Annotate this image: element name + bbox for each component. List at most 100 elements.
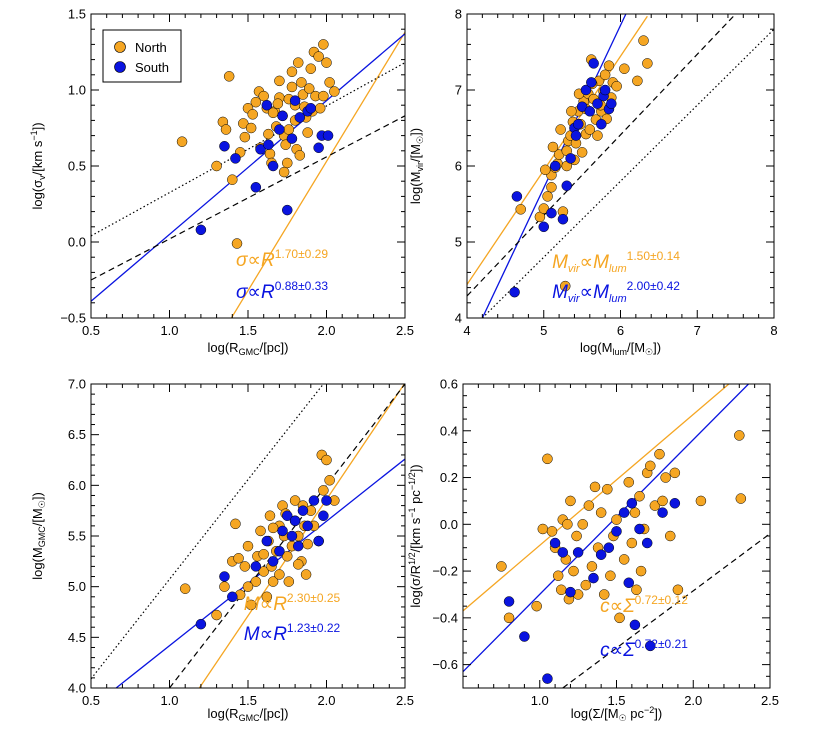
x-tick-label: 0.5 xyxy=(82,323,100,338)
south-point xyxy=(565,586,576,598)
north-point xyxy=(227,174,238,185)
north-point xyxy=(542,191,553,202)
north-point xyxy=(496,561,507,572)
x-axis-label: log(RGMC/[pc]) xyxy=(208,706,289,723)
south-point xyxy=(572,547,584,558)
annotation-exponent: 0.72±0.12 xyxy=(635,593,689,607)
annotation-variable: Σ xyxy=(622,640,635,661)
north-point xyxy=(255,525,266,537)
ylabel-sup: −1 xyxy=(407,507,417,517)
north-point xyxy=(614,612,625,624)
legend-north-marker xyxy=(114,41,126,53)
fit-annotation: Mvir∝Mlum2.00±0.42 xyxy=(552,279,680,305)
south-point xyxy=(584,106,596,117)
south-point xyxy=(511,191,523,202)
north-fit-line xyxy=(230,31,405,318)
south-point xyxy=(302,520,313,532)
annotation-exponent: 2.30±0.25 xyxy=(287,591,341,605)
annotation-variable: R xyxy=(273,624,287,645)
north-point xyxy=(324,475,335,486)
x-tick-label: 2.0 xyxy=(317,323,335,338)
north-point xyxy=(645,460,656,472)
legend-south-label: South xyxy=(135,60,169,75)
annotation-symbol: M xyxy=(552,252,568,273)
annotation-variable: R xyxy=(273,594,287,615)
south-point xyxy=(588,58,599,69)
y-tick-label: 1.0 xyxy=(68,83,86,98)
xlabel-part: log(R xyxy=(208,706,239,721)
north-point xyxy=(546,182,557,193)
north-point xyxy=(654,448,665,460)
north-point xyxy=(631,584,642,596)
annotation-symbol: c xyxy=(600,596,610,617)
south-fit-line xyxy=(91,33,405,302)
y-tick-label: 6 xyxy=(455,159,462,174)
ylabel-sup: 1/2 xyxy=(407,552,417,565)
south-point xyxy=(542,673,553,684)
south-point xyxy=(289,515,301,527)
south-point xyxy=(596,118,607,130)
north-point xyxy=(540,164,551,176)
y-tick-label: 7 xyxy=(455,83,462,98)
north-point xyxy=(250,96,262,108)
south-point xyxy=(580,84,592,96)
points-group xyxy=(179,449,340,630)
north-point xyxy=(583,500,595,511)
annotation-proportional: ∝ xyxy=(610,596,624,617)
north-point xyxy=(592,130,603,141)
north-point xyxy=(300,569,312,580)
north-point xyxy=(735,493,747,504)
north-point xyxy=(580,579,592,591)
north-point xyxy=(503,612,515,624)
south-point xyxy=(549,537,561,549)
north-point xyxy=(283,576,295,587)
y-tick-label: −0.5 xyxy=(60,311,86,326)
xlabel-part: pc xyxy=(627,706,645,721)
north-point xyxy=(261,591,273,603)
xlabel-part: ]) xyxy=(654,706,662,721)
south-point xyxy=(618,507,630,518)
y-axis-label: log(σ/R1/2/[km s−1 pc−1/2]) xyxy=(407,464,423,607)
x-axis-label: log(RGMC/[pc]) xyxy=(208,340,289,357)
north-point xyxy=(318,485,329,496)
y-tick-label: 0.5 xyxy=(68,159,86,174)
north-point xyxy=(247,109,258,120)
ylabel-part: ]) xyxy=(30,122,45,130)
fit-annotation: σ∝R0.88±0.33 xyxy=(236,279,328,303)
y-tick-label: 5.5 xyxy=(68,529,86,544)
xlabel-part: log(M xyxy=(580,340,613,355)
south-point xyxy=(195,224,207,236)
north-point xyxy=(664,530,676,542)
north-point xyxy=(318,39,329,50)
south-point xyxy=(641,537,653,549)
south-point xyxy=(277,110,288,122)
north-point xyxy=(649,500,661,511)
north-point xyxy=(552,570,564,582)
ylabel-part: /[M xyxy=(30,508,45,526)
fit-annotation: σ∝R1.70±0.29 xyxy=(236,247,328,271)
annotation-sub: vir xyxy=(568,293,581,305)
south-point xyxy=(282,204,293,216)
fit-annotation: c∝Σ0.72±0.21 xyxy=(600,637,688,661)
points-group xyxy=(509,35,653,298)
xlabel-part: /[pc]) xyxy=(260,340,289,355)
south-point xyxy=(274,545,285,557)
ylabel-part: ]) xyxy=(408,464,423,472)
north-point xyxy=(626,537,638,549)
y-tick-label: −0.6 xyxy=(432,657,458,672)
north-point xyxy=(242,581,254,592)
north-point xyxy=(603,60,615,71)
south-point xyxy=(292,540,304,552)
x-tick-label: 2.0 xyxy=(317,693,335,708)
north-point xyxy=(233,553,244,564)
north-point xyxy=(321,57,332,68)
south-point xyxy=(227,591,238,603)
legend-north-label: North xyxy=(135,40,167,55)
annotation-varsub: lum xyxy=(609,263,627,275)
annotation-symbol: σ xyxy=(236,282,249,303)
south-point xyxy=(538,221,549,233)
annotation-exponent: 0.72±0.21 xyxy=(635,637,689,651)
x-tick-label: 1.0 xyxy=(160,323,178,338)
south-point xyxy=(592,98,603,109)
y-axis-label: log(MGMC/[M☉]) xyxy=(30,492,47,580)
